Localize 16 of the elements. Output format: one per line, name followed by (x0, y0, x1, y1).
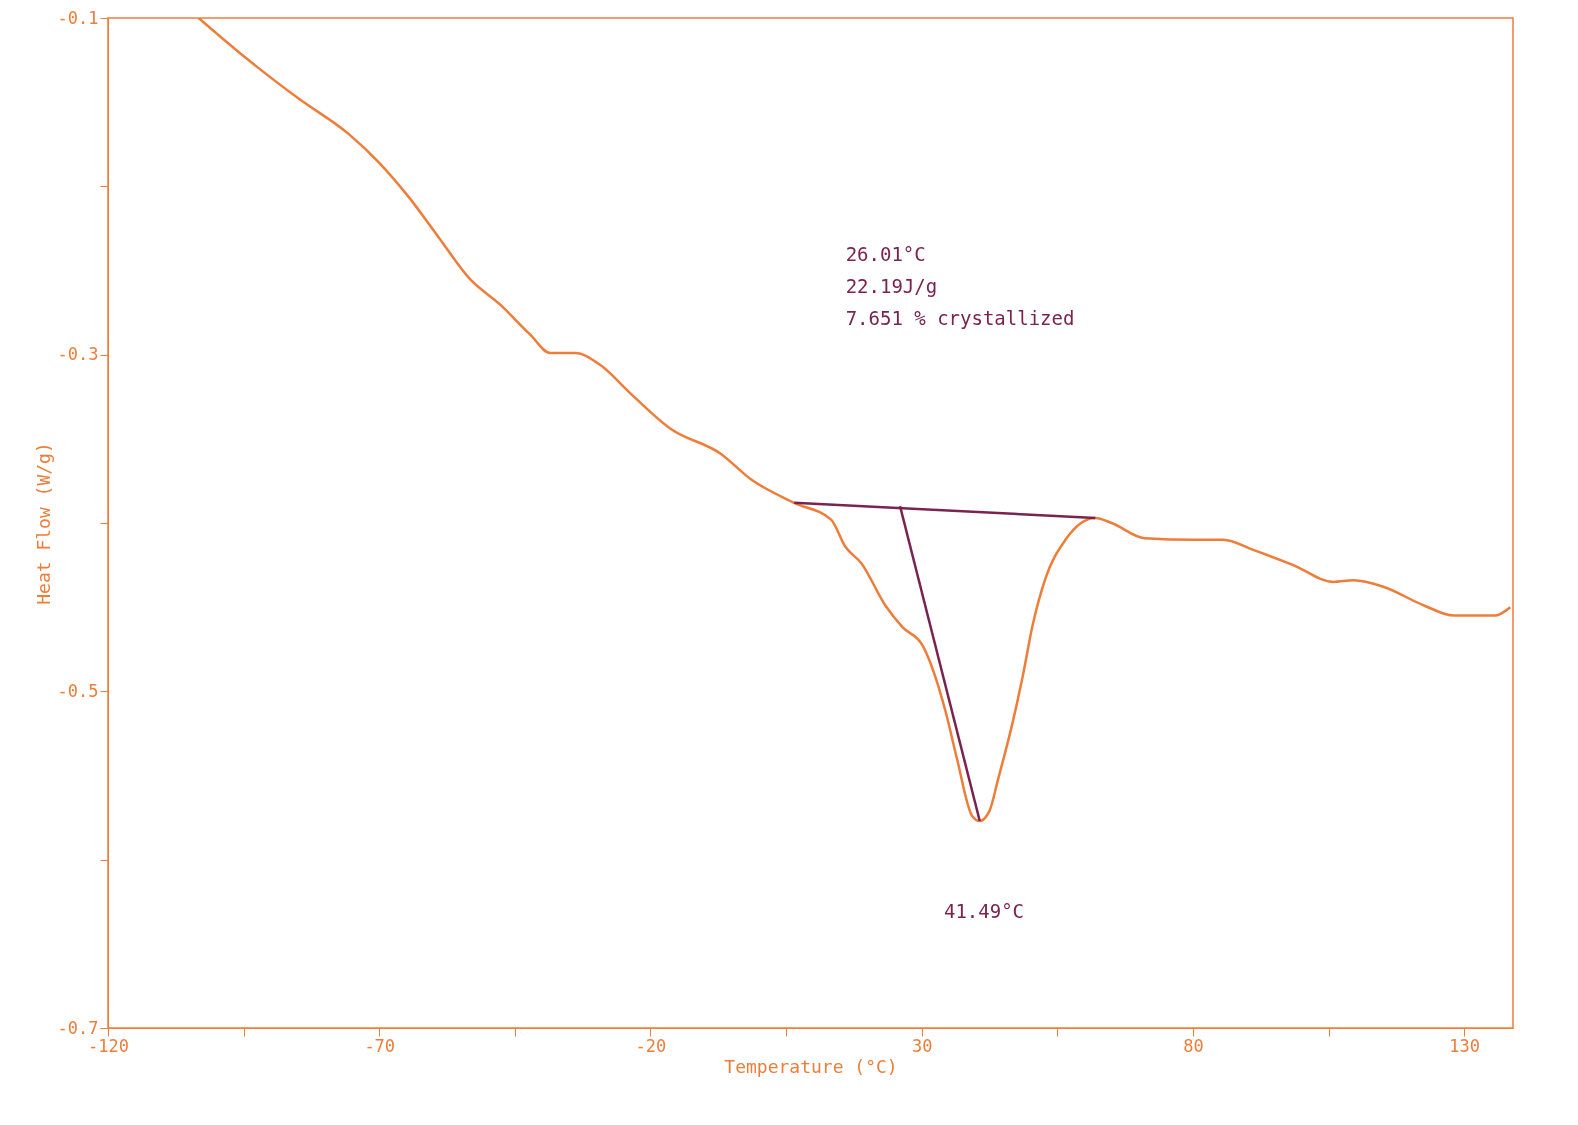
x-tick-label: 130 (1449, 1035, 1481, 1056)
y-tick-label: -0.1 (57, 7, 99, 28)
y-axis-title: Heat Flow (W/g) (32, 442, 54, 605)
x-axis-title: Temperature (°C) (724, 1055, 898, 1077)
x-tick-label: 30 (911, 1035, 933, 1056)
x-tick-label: 80 (1183, 1035, 1204, 1056)
y-tick-label: -0.3 (57, 344, 99, 365)
annotation: 22.19J/g (845, 275, 938, 298)
x-tick-label: -70 (364, 1035, 396, 1056)
annotation: 26.01°C (845, 243, 926, 266)
y-tick-label: -0.5 (57, 680, 99, 701)
y-tick-label: -0.7 (57, 1017, 99, 1038)
x-tick-label: -20 (635, 1035, 667, 1056)
annotation: 7.651 % crystallized (845, 307, 1075, 330)
annotation: 41.49°C (943, 899, 1025, 922)
x-tick-label: -120 (88, 1035, 129, 1056)
